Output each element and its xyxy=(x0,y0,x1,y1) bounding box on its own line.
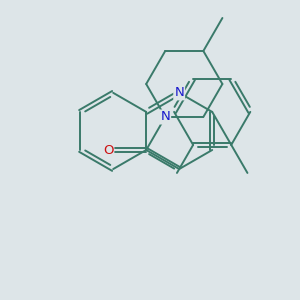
Text: N: N xyxy=(160,110,170,124)
Text: N: N xyxy=(174,86,184,99)
Text: O: O xyxy=(103,143,113,157)
